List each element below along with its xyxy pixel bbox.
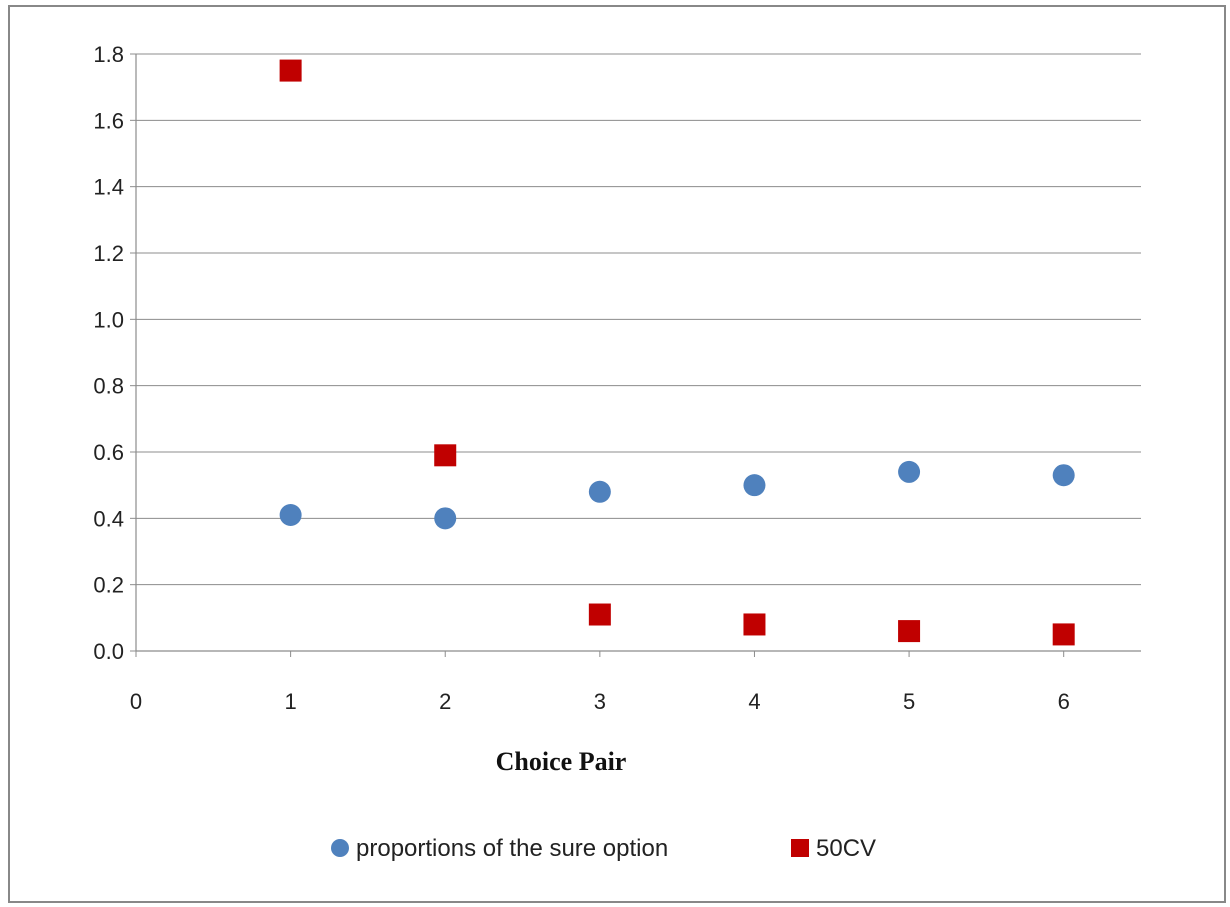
data-series (279, 59, 1075, 646)
data-point-circle (588, 480, 611, 503)
data-point-circle (279, 504, 302, 527)
y-tick-label: 0.8 (93, 374, 124, 399)
y-tick-label: 0.6 (93, 440, 124, 465)
legend-label: proportions of the sure option (356, 835, 668, 862)
data-point-square (434, 444, 457, 467)
x-axis-ticks: 0 1 2 3 4 5 6 (130, 651, 1070, 714)
data-point-circle (898, 460, 921, 483)
x-tick-label: 1 (284, 689, 296, 714)
series-50cv (279, 59, 1075, 646)
y-axis-ticks: 0.0 0.2 0.4 0.6 0.8 1.0 1.2 1.4 1.6 1.8 (93, 42, 136, 664)
x-axis-title: Choice Pair (496, 747, 627, 776)
data-point-square (743, 613, 766, 636)
data-point-circle (743, 474, 766, 497)
y-tick-label: 0.2 (93, 573, 124, 598)
y-tick-label: 1.0 (93, 307, 124, 332)
series-sure-option (279, 460, 1075, 530)
x-tick-label: 0 (130, 689, 142, 714)
legend: proportions of the sure option 50CV (331, 835, 876, 862)
legend-marker-square (791, 839, 809, 857)
y-tick-label: 1.6 (93, 108, 124, 133)
y-tick-label: 1.2 (93, 241, 124, 266)
x-tick-label: 4 (748, 689, 760, 714)
data-point-square (588, 603, 611, 626)
legend-marker-circle (331, 839, 349, 857)
chart-frame (8, 5, 1226, 903)
data-point-circle (434, 507, 457, 530)
x-tick-label: 6 (1058, 689, 1070, 714)
axes (135, 54, 1141, 652)
x-tick-label: 2 (439, 689, 451, 714)
y-tick-label: 1.8 (93, 42, 124, 67)
x-tick-label: 5 (903, 689, 915, 714)
y-tick-label: 1.4 (93, 175, 124, 200)
legend-label: 50CV (816, 835, 876, 862)
x-tick-label: 3 (594, 689, 606, 714)
data-point-square (898, 620, 921, 643)
data-point-circle (1052, 464, 1075, 487)
gridlines (136, 53, 1141, 586)
y-tick-label: 0.4 (93, 506, 124, 531)
data-point-square (279, 59, 302, 82)
data-point-square (1052, 623, 1075, 646)
y-tick-label: 0.0 (93, 639, 124, 664)
